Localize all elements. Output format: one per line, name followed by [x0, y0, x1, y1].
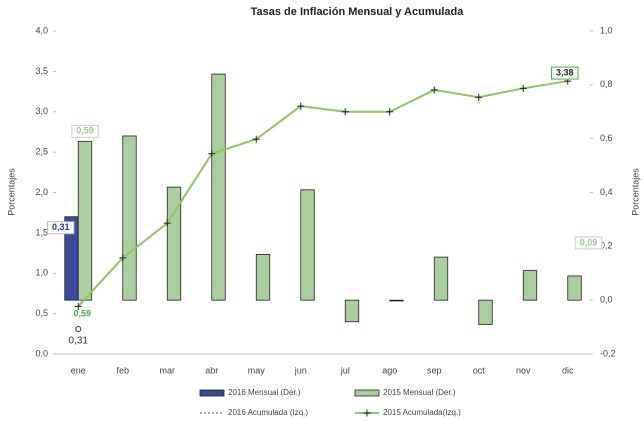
point: [75, 325, 82, 332]
legend-label: 2015 Acumulada(Izq.): [383, 408, 461, 417]
y-tick-label: 1,5: [35, 227, 48, 237]
bar: [255, 254, 271, 301]
y-tick-label: 0,0: [35, 348, 48, 358]
x-tick-label: ago: [382, 365, 397, 375]
data-label-box: [574, 236, 603, 250]
point: [252, 135, 260, 143]
bar: [389, 299, 404, 302]
bar: [567, 275, 582, 301]
point: [119, 254, 127, 262]
y2-tick-label: 1,0: [600, 25, 613, 35]
bar: [77, 140, 93, 301]
data-label-group: 0,09: [574, 236, 603, 250]
data-label: 0,59: [73, 309, 91, 319]
chart-title: Tasas de Inflación Mensual y Acumulada: [251, 6, 465, 18]
data-label-box: [47, 221, 75, 235]
data-label-box: [551, 66, 579, 80]
x-tick-label: oct: [473, 365, 486, 375]
y2-tick-label: -0,2: [600, 348, 616, 358]
point: [341, 108, 349, 116]
y-tick-label: 4,0: [35, 25, 48, 35]
data-label-box: [71, 124, 99, 138]
x-tick-label: jul: [340, 365, 350, 375]
data-label: 0,31: [69, 336, 89, 347]
x-tick-label: sep: [427, 365, 442, 375]
data-label-group: 0,59: [73, 309, 91, 319]
legend-swatch: [354, 389, 380, 397]
y-tick-label: 3,5: [35, 66, 48, 76]
y-tick-label: 1,0: [35, 268, 48, 278]
data-label-group: 0,59: [71, 124, 99, 138]
bar: [300, 189, 315, 301]
point: [430, 86, 438, 94]
bar: [478, 299, 493, 325]
y2-tick-label: 0,8: [600, 79, 613, 89]
x-tick-label: feb: [116, 365, 129, 375]
y-axis-label: Porcentajes: [6, 168, 16, 216]
x-tick-label: ene: [71, 365, 86, 375]
bar: [166, 186, 182, 301]
y-tick-label: 0,5: [35, 308, 48, 318]
y-tick-label: 2,0: [35, 187, 48, 197]
point: [74, 302, 82, 310]
bar: [211, 73, 226, 301]
y2-tick-label: 0,4: [600, 187, 613, 197]
legend-label: 2015 Mensual (Der.): [383, 388, 456, 397]
y2-tick-label: 0,2: [600, 241, 613, 251]
data-label-group: 0,31: [47, 221, 75, 235]
bar: [344, 299, 360, 323]
point: [208, 150, 216, 158]
data-label: 0,31: [52, 222, 70, 232]
legend-swatch: [199, 389, 225, 397]
y2-tick-label: 0,6: [600, 133, 613, 143]
point: [163, 219, 171, 227]
x-tick-label: dic: [562, 365, 574, 375]
line: [77, 80, 568, 308]
data-label: 0,59: [76, 126, 94, 136]
data-label: 3,38: [556, 67, 574, 77]
y-tick-label: 3,0: [35, 106, 48, 116]
bar: [433, 256, 449, 301]
legend-label: 2016 Mensual (Der.): [228, 388, 301, 397]
point: [386, 108, 394, 116]
x-tick-label: nov: [516, 365, 531, 375]
x-tick-label: abr: [205, 365, 218, 375]
legend-marker: [363, 409, 371, 417]
data-label: 0,09: [580, 237, 598, 247]
x-tick-label: jun: [294, 365, 307, 375]
data-label-group: 3,38: [551, 66, 579, 80]
y2-axis-label: Porcentajes: [630, 168, 640, 216]
bar: [122, 135, 137, 301]
legend-label: 2016 Acumulada (Izq.): [228, 408, 308, 417]
bar: [522, 270, 538, 301]
y-tick-label: 2,5: [35, 147, 48, 157]
x-tick-label: may: [248, 365, 266, 375]
point: [475, 93, 483, 101]
y2-tick-label: 0,0: [600, 295, 613, 305]
x-tick-label: mar: [160, 365, 176, 375]
point: [519, 84, 527, 92]
point: [297, 102, 305, 110]
